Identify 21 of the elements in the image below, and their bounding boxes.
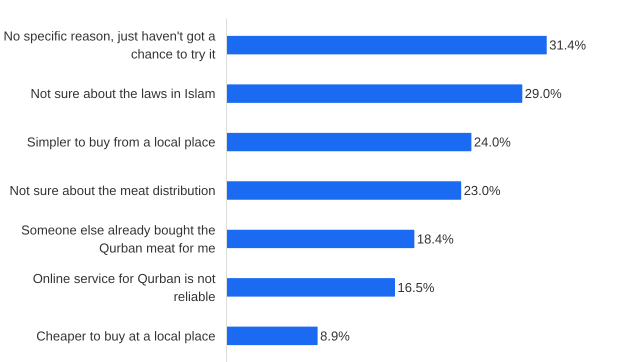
- data-label: 24.0%: [474, 134, 512, 150]
- bar: [226, 278, 396, 297]
- data-label: 18.4%: [416, 231, 454, 246]
- y-tick-label: Someone else already bought the Qurban meat for me: [21, 222, 216, 256]
- y-tick-label: Online service for Qurban is not reliable: [32, 270, 216, 304]
- bar: [226, 326, 318, 346]
- y-tick-label: Simpler to buy from a local place: [26, 134, 216, 150]
- y-tick-label: No specific reason, just haven't got a chance to try it: [3, 28, 216, 62]
- bar: [226, 132, 472, 152]
- y-tick-label: Cheaper to buy at a local place: [36, 328, 216, 344]
- y-tick-label: Not sure about the laws in Islam: [30, 86, 216, 102]
- data-label: 16.5%: [398, 280, 435, 295]
- data-label: 31.4%: [549, 38, 587, 53]
- data-label: 23.0%: [464, 183, 502, 198]
- data-label: 29.0%: [524, 86, 562, 102]
- data-label: 8.9%: [320, 328, 350, 344]
- bar: [226, 230, 414, 248]
- y-tick-label: Not sure about the meat distribution: [10, 183, 216, 198]
- bar: [226, 84, 522, 103]
- bar: [226, 36, 547, 54]
- bar: [226, 181, 462, 200]
